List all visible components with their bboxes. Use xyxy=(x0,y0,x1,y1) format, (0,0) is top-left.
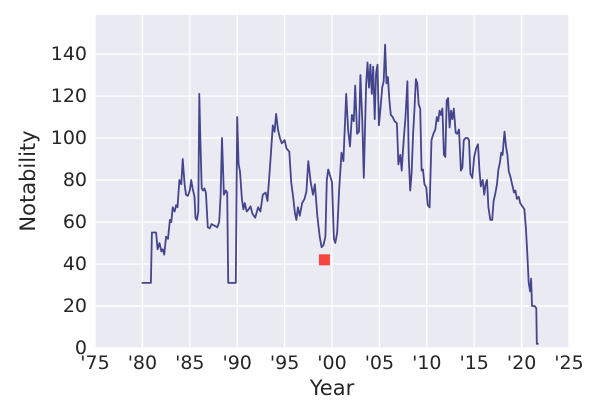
y-tick-label: 0 xyxy=(74,337,87,359)
x-tick-label: '85 xyxy=(175,352,205,374)
y-tick-label: 120 xyxy=(50,85,87,108)
x-tick-label: '95 xyxy=(269,352,300,374)
x-tick-label: '05 xyxy=(364,352,395,374)
x-tick-label: '80 xyxy=(127,352,158,374)
x-tick-label: '00 xyxy=(317,352,347,374)
x-tick-label: '10 xyxy=(412,352,442,374)
x-axis-label: Year xyxy=(309,376,355,400)
x-tick-label: '90 xyxy=(222,352,252,374)
x-tick-label: '75 xyxy=(80,352,110,374)
y-tick-label: 140 xyxy=(50,43,87,66)
line-chart xyxy=(95,15,569,348)
y-tick-label: 40 xyxy=(62,253,87,275)
series-notability xyxy=(141,43,539,345)
y-tick-label: 80 xyxy=(62,169,87,192)
y-tick-label: 100 xyxy=(50,127,87,150)
y-tick-label: 60 xyxy=(62,211,87,234)
y-tick-label: 20 xyxy=(62,295,87,317)
x-tick-label: '25 xyxy=(554,352,584,374)
plot-area xyxy=(95,15,569,348)
minimum-marker xyxy=(318,254,330,266)
x-tick-label: '15 xyxy=(459,352,489,374)
y-axis-label: Notability xyxy=(16,130,40,232)
x-tick-label: '20 xyxy=(506,352,537,374)
